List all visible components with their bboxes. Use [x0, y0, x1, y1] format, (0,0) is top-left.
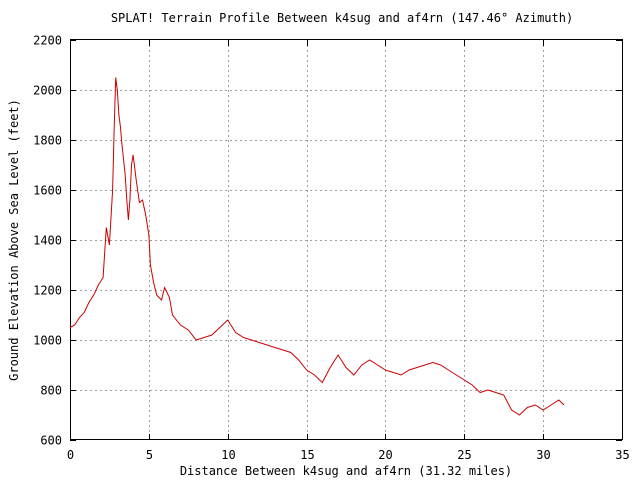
x-tick-label: 0	[67, 448, 74, 462]
x-tick-label: 10	[221, 448, 235, 462]
x-tick-label: 5	[146, 448, 153, 462]
x-tick-label: 15	[300, 448, 314, 462]
y-tick-label: 1800	[33, 134, 62, 148]
y-tick-label: 600	[40, 434, 62, 448]
y-axis-label: Ground Elevation Above Sea Level (feet)	[7, 99, 21, 381]
y-tick-label: 2200	[33, 34, 62, 48]
x-axis-label: Distance Between k4sug and af4rn (31.32 …	[180, 464, 512, 478]
y-tick-label: 800	[40, 384, 62, 398]
series-group	[69, 77, 565, 416]
x-tick-label: 35	[615, 448, 629, 462]
y-tick-label: 1400	[33, 234, 62, 248]
chart-title: SPLAT! Terrain Profile Between k4sug and…	[111, 11, 573, 25]
x-tick-label: 20	[378, 448, 392, 462]
y-tick-label: 1000	[33, 334, 62, 348]
x-tick-label: 25	[457, 448, 471, 462]
x-tick-label: 30	[536, 448, 550, 462]
grid-lines	[70, 40, 622, 440]
x-tick-labels: 0 5 10 15 20 25 30 35	[67, 448, 630, 462]
plot-frame	[70, 39, 623, 440]
y-tick-labels: 600 800 1000 1200 1400 1600 1800 2000 2200	[33, 34, 62, 448]
y-tick-label: 2000	[33, 84, 62, 98]
y-tick-label: 1200	[33, 284, 62, 298]
y-tick-label: 1600	[33, 184, 62, 198]
terrain-profile-line	[69, 77, 565, 416]
